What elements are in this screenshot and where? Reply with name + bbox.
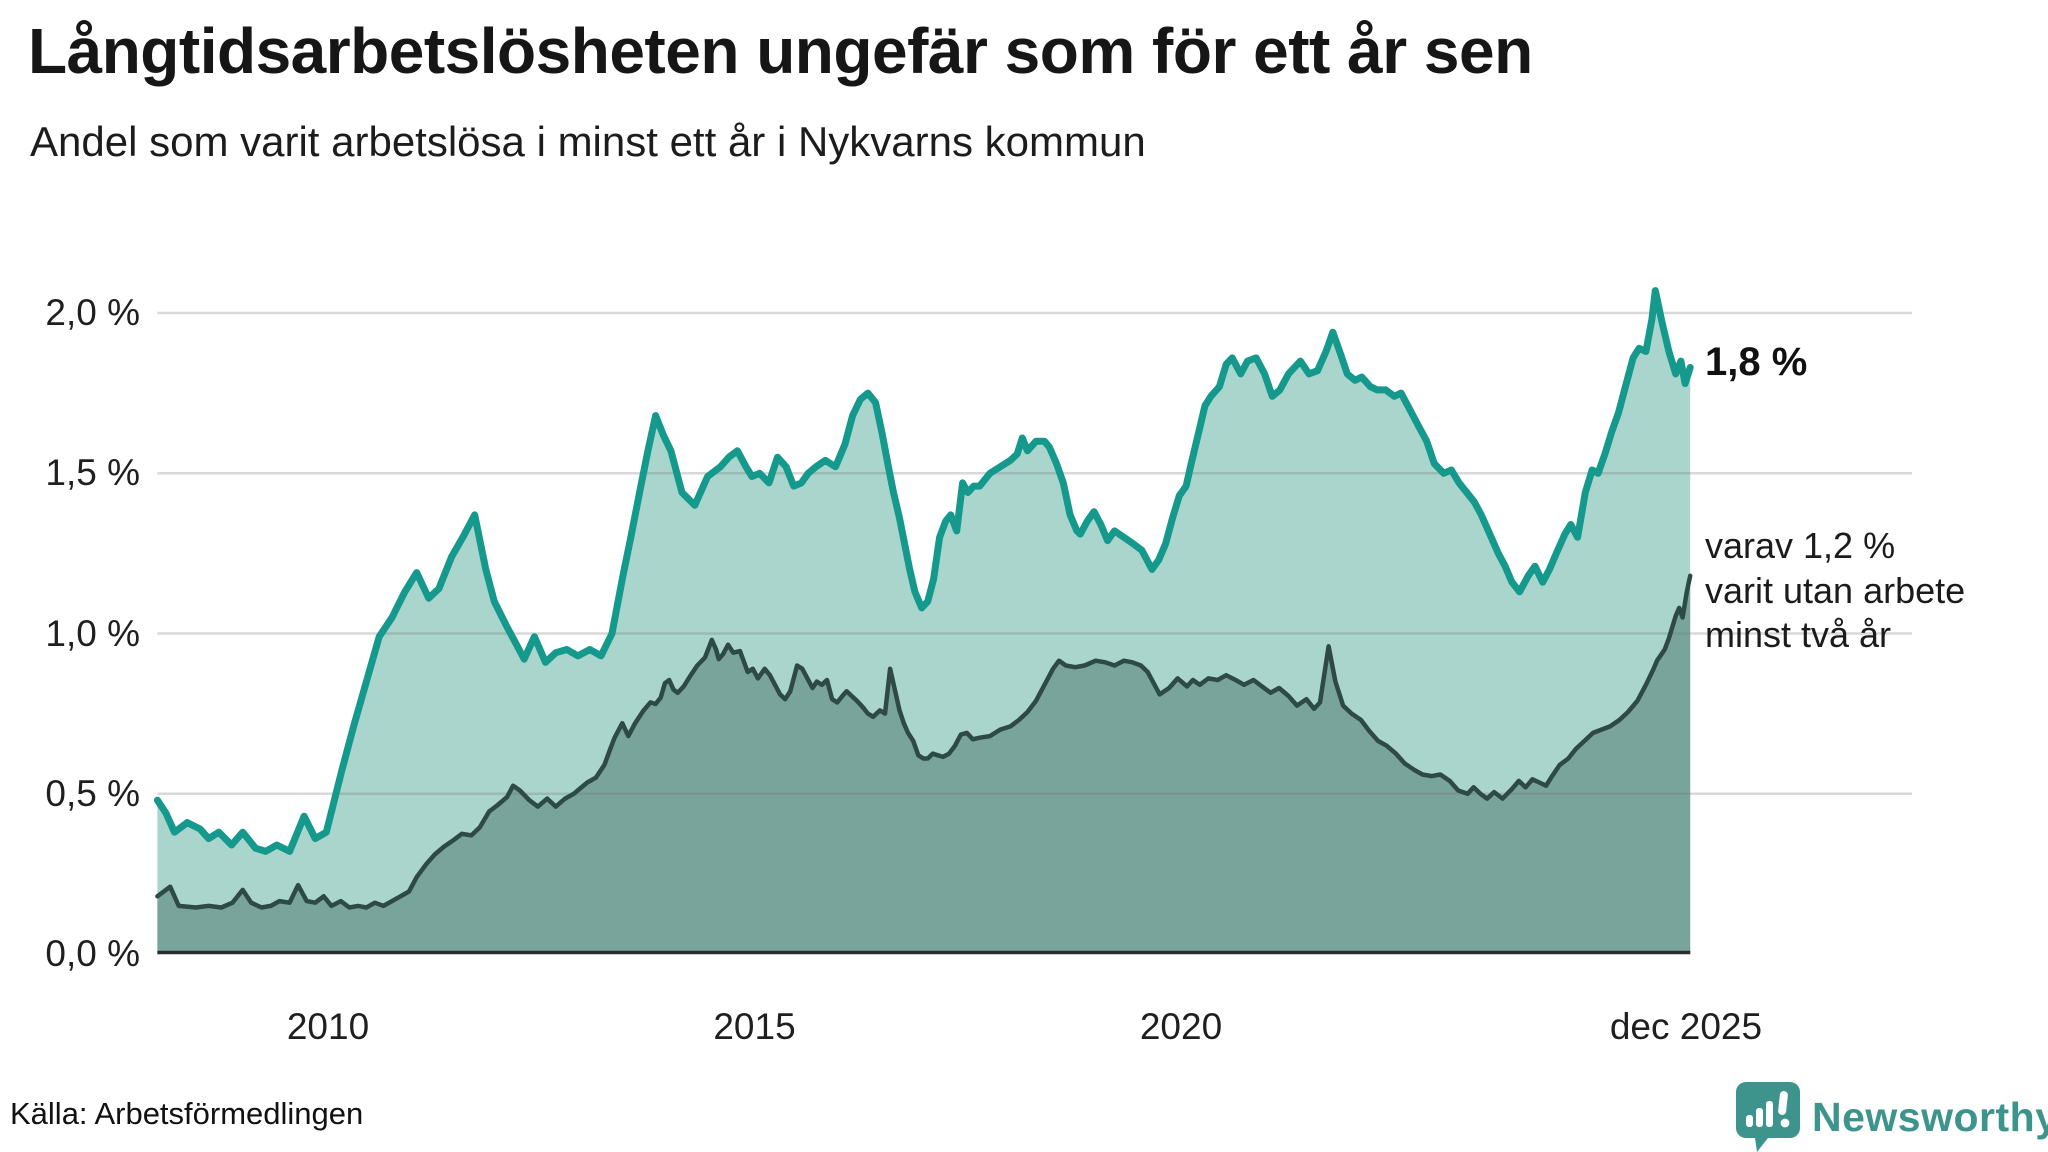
source-note: Källa: Arbetsförmedlingen [10,1096,364,1131]
annotation-line: varav 1,2 % [1705,525,1896,566]
y-tick-label: 1,0 % [45,612,140,654]
newsworthy-bubble-icon [1736,1082,1800,1152]
x-tick-label: 2015 [713,1006,796,1047]
series2-annotation: varav 1,2 % varit utan arbete minst två … [1705,524,1965,658]
annotation-line: minst två år [1705,614,1892,656]
y-tick-label: 2,0 % [45,292,140,333]
y-tick-label: 1,5 % [45,452,140,494]
x-tick-label: dec 2025 [1609,1006,1763,1047]
newsworthy-logo: Newsworthy [1736,1082,2048,1152]
annotation-line: varit utan arbete [1705,569,1966,611]
series1-end-value-label: 1,8 % [1705,340,1808,384]
y-tick-label: 0,5 % [45,772,140,814]
newsworthy-logo-text: Newsworthy [1812,1093,2048,1140]
page-subtitle: Andel som varit arbetslösa i minst ett å… [30,118,1146,165]
x-tick-label: 2020 [1139,1006,1223,1047]
x-tick-label: 2010 [286,1006,370,1047]
y-tick-label: 0,0 % [45,933,140,974]
page-title: Långtidsarbetslösheten ungefär som för e… [28,15,1533,87]
